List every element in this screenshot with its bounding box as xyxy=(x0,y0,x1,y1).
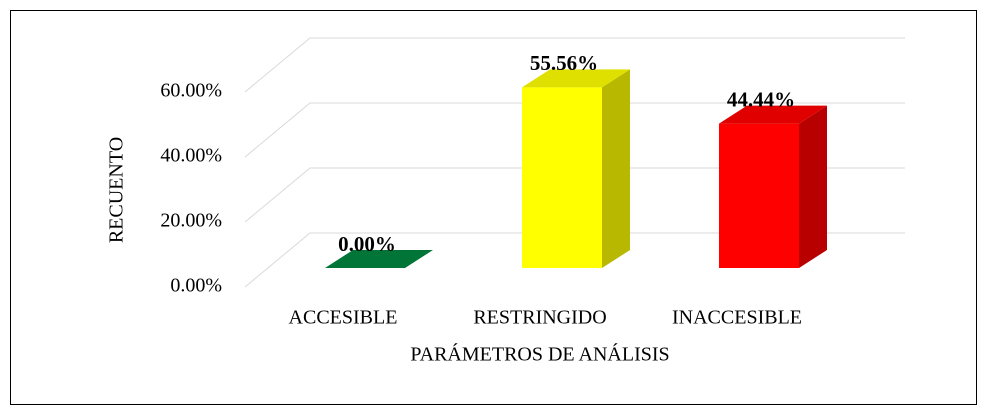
grid-line xyxy=(244,37,905,93)
grid-line xyxy=(244,232,905,288)
x-tick-label: RESTRINGIDO xyxy=(473,307,606,329)
y-tick-label: 20.00% xyxy=(160,210,222,232)
y-axis-label: RECUENTO xyxy=(106,137,128,243)
bar-top xyxy=(325,250,433,268)
y-tick-label: 40.00% xyxy=(160,145,222,167)
grid-line xyxy=(244,102,905,158)
x-axis-label: PARÁMETROS DE ANÁLISIS xyxy=(410,343,669,366)
grid-line xyxy=(244,167,905,223)
x-tick-label: ACCESIBLE xyxy=(289,307,398,329)
bar-side xyxy=(799,105,827,268)
value-label: 55.56% xyxy=(530,51,598,75)
bar-top xyxy=(719,105,827,124)
bar-top xyxy=(522,69,630,88)
value-label: 0.00% xyxy=(338,232,396,256)
x-tick-label: INACCESIBLE xyxy=(672,307,802,329)
y-tick-label: 0.00% xyxy=(170,275,222,297)
bar-side xyxy=(602,69,630,269)
bar-front xyxy=(522,87,602,269)
value-label: 44.44% xyxy=(727,87,795,111)
bar-front xyxy=(719,123,799,268)
y-tick-label: 60.00% xyxy=(160,80,222,102)
